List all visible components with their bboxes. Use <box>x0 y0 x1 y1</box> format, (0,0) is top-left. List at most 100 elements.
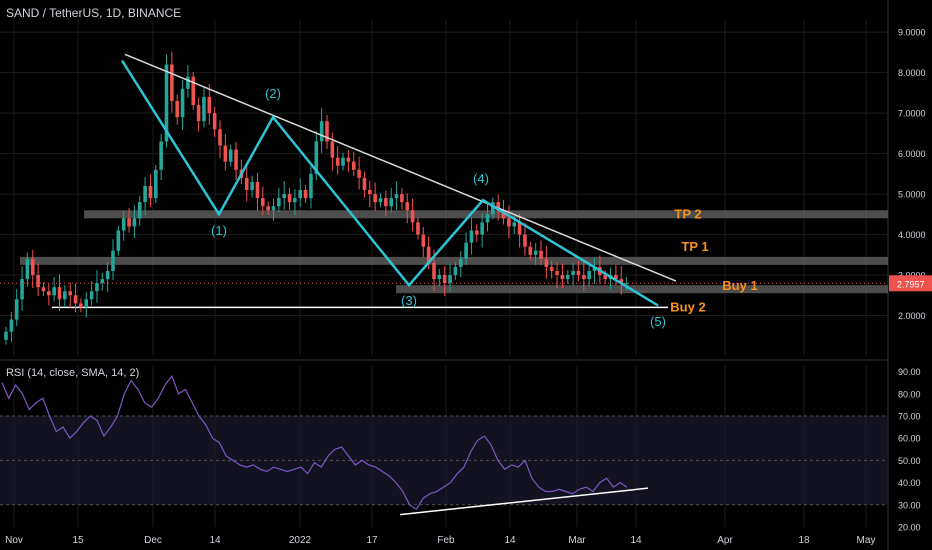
zone-band <box>396 285 888 294</box>
last-price-label: 2.7957 <box>897 279 925 289</box>
candle <box>159 141 163 170</box>
x-tick-label: May <box>857 535 876 546</box>
y-tick-label: 6.0000 <box>898 149 926 159</box>
candle <box>73 295 78 304</box>
candle <box>282 194 286 199</box>
candle <box>20 279 24 300</box>
candle <box>25 258 30 280</box>
y-tick-label: 5.0000 <box>898 190 926 200</box>
wave-label: (1) <box>211 223 227 238</box>
candle <box>410 210 415 223</box>
wave-label: (2) <box>265 86 281 101</box>
wave-label: (5) <box>650 314 666 329</box>
candle <box>148 185 153 199</box>
candle <box>36 275 40 288</box>
candle <box>432 262 436 280</box>
candle <box>528 246 533 255</box>
candle <box>186 76 190 89</box>
candle <box>368 190 372 195</box>
candle <box>373 194 377 203</box>
y-tick-label: 8.0000 <box>898 68 926 78</box>
buy2-label: Buy 2 <box>670 299 705 314</box>
candle <box>576 270 581 276</box>
candle <box>469 230 474 243</box>
candle <box>335 157 340 166</box>
wave-label: (3) <box>401 293 417 308</box>
candle <box>68 291 72 296</box>
candle <box>619 279 624 284</box>
candle <box>191 76 196 106</box>
candle <box>496 202 500 211</box>
candle <box>202 96 206 122</box>
zone-label: TP 2 <box>674 206 701 221</box>
rsi-title: RSI (14, close, SMA, 14, 2) <box>6 367 140 379</box>
candle <box>180 88 185 118</box>
candle <box>614 275 618 280</box>
x-tick-label: 14 <box>504 535 516 546</box>
candle <box>341 157 345 166</box>
candle <box>346 157 351 162</box>
x-tick-label: 18 <box>798 535 810 546</box>
candle <box>501 210 506 219</box>
candle <box>52 287 56 296</box>
x-tick-label: Dec <box>144 535 162 546</box>
candle <box>303 190 308 199</box>
candle <box>437 275 442 280</box>
candle <box>132 218 137 227</box>
candle <box>491 202 495 215</box>
candle <box>475 230 479 235</box>
candle <box>582 275 586 280</box>
candle <box>79 303 83 308</box>
candle <box>244 177 249 191</box>
x-tick-label: Nov <box>5 535 23 546</box>
candle <box>448 275 452 284</box>
zone-label: TP 1 <box>681 239 708 254</box>
candle <box>196 105 201 122</box>
candle <box>30 258 35 276</box>
candle <box>170 64 174 101</box>
candle <box>100 279 105 284</box>
candle <box>105 270 110 280</box>
wave-label: (4) <box>473 171 489 186</box>
candle <box>116 230 121 251</box>
last-price-badge <box>889 275 932 292</box>
x-tick-label: 15 <box>72 535 84 546</box>
candle <box>624 283 629 285</box>
candle <box>603 275 607 280</box>
candle <box>426 246 431 263</box>
candle <box>309 173 313 199</box>
candle <box>442 275 447 284</box>
candle <box>137 202 142 219</box>
candle <box>421 234 426 247</box>
candle <box>533 250 538 255</box>
candle <box>255 181 260 199</box>
candle <box>512 222 517 227</box>
y-tick-label: 9.0000 <box>898 28 926 38</box>
candle <box>234 149 238 170</box>
candle <box>57 287 62 300</box>
rsi-y-tick-label: 30.00 <box>898 500 921 510</box>
rsi-y-tick-label: 50.00 <box>898 456 921 466</box>
candle <box>111 250 115 271</box>
candle <box>207 96 212 114</box>
candle <box>89 291 94 300</box>
candle <box>394 194 399 199</box>
candle <box>400 194 404 203</box>
candle <box>378 198 383 203</box>
candle <box>218 129 222 146</box>
chart-title: SAND / TetherUS, 1D, BINANCE <box>6 6 182 20</box>
candle <box>464 242 468 259</box>
candle <box>416 222 420 235</box>
candle <box>517 222 522 235</box>
candle <box>351 161 356 170</box>
candle <box>405 202 410 211</box>
candle <box>485 214 490 223</box>
x-tick-label: 14 <box>630 535 642 546</box>
candle <box>571 270 575 276</box>
candle <box>271 206 276 211</box>
candle <box>544 258 549 267</box>
candle <box>314 141 319 174</box>
candle <box>277 198 281 207</box>
x-tick-label: Apr <box>717 535 733 546</box>
